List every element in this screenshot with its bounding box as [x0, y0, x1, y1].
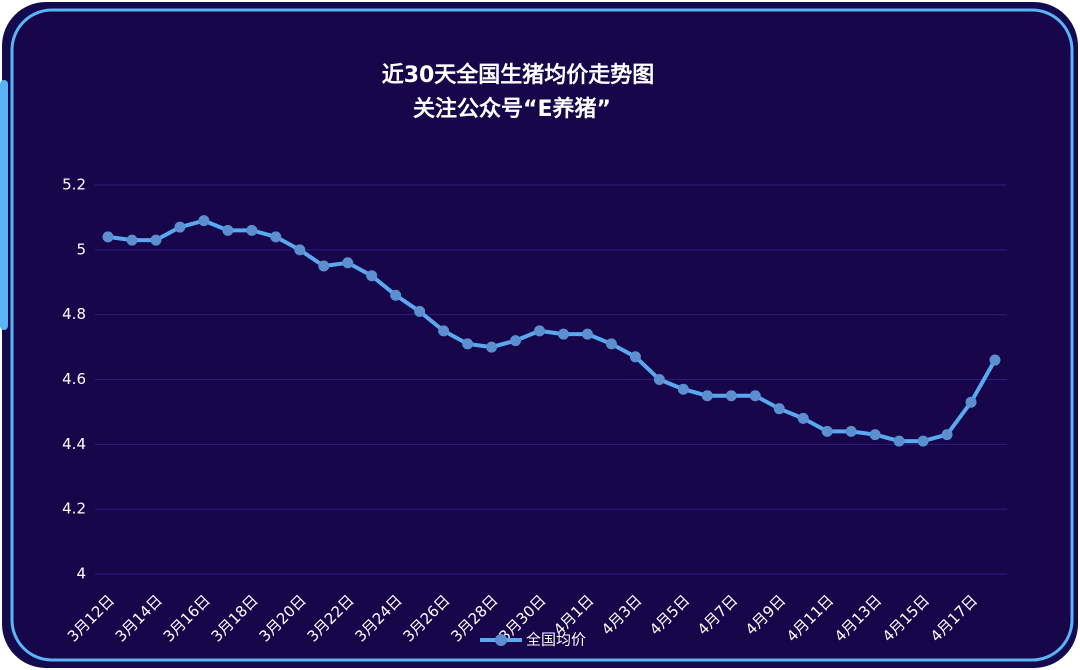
- point: [102, 231, 114, 243]
- point: [174, 221, 186, 233]
- point: [534, 325, 546, 337]
- point: [390, 289, 402, 301]
- point: [150, 234, 162, 246]
- point: [246, 224, 258, 236]
- point: [462, 338, 474, 350]
- point: [438, 325, 450, 337]
- point: [510, 335, 522, 347]
- point: [701, 390, 713, 402]
- point: [941, 429, 953, 441]
- point: [629, 351, 641, 363]
- legend-marker: [495, 634, 507, 646]
- point: [749, 390, 761, 402]
- point: [222, 224, 234, 236]
- point: [845, 425, 857, 437]
- point: [581, 328, 593, 340]
- point: [414, 305, 426, 317]
- point: [486, 341, 498, 353]
- chart-subtitle: 关注公众号“E养猪”: [413, 96, 611, 122]
- point: [893, 435, 905, 447]
- point: [126, 234, 138, 246]
- point: [557, 328, 569, 340]
- point: [989, 354, 1001, 366]
- point: [821, 425, 833, 437]
- point: [773, 403, 785, 415]
- point: [677, 383, 689, 395]
- point: [917, 435, 929, 447]
- point: [366, 270, 378, 282]
- y-tick-label: 4.2: [62, 500, 86, 518]
- point: [342, 257, 354, 269]
- y-tick-label: 4.6: [62, 370, 86, 388]
- point: [653, 374, 665, 385]
- point: [869, 429, 881, 441]
- y-tick-label: 5: [76, 240, 86, 258]
- point: [294, 244, 306, 256]
- y-tick-label: 4.8: [62, 305, 86, 323]
- point: [270, 231, 282, 243]
- point: [318, 260, 330, 272]
- side-tab: [0, 80, 8, 330]
- point: [198, 215, 210, 227]
- y-tick-label: 5.2: [62, 176, 86, 194]
- point: [605, 338, 617, 350]
- point: [965, 396, 977, 408]
- point: [725, 390, 737, 402]
- y-tick-label: 4.4: [62, 435, 86, 453]
- legend-label: 全国均价: [526, 631, 586, 649]
- chart-title: 近30天全国生猪均价走势图: [382, 62, 655, 88]
- point: [797, 412, 809, 424]
- y-tick-label: 4: [76, 565, 86, 583]
